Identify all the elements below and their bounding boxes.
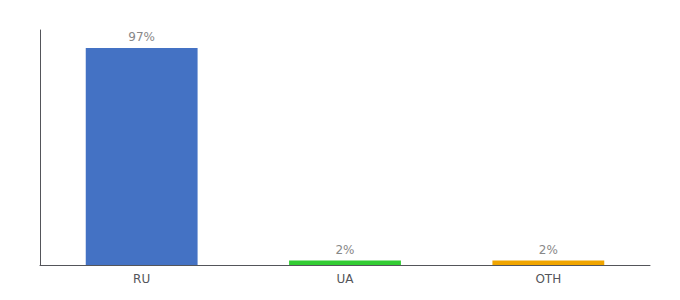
svg-text:2%: 2%: [335, 243, 354, 257]
svg-text:UA: UA: [337, 272, 355, 286]
svg-text:OTH: OTH: [535, 272, 561, 286]
svg-text:97%: 97%: [128, 30, 155, 44]
svg-text:2%: 2%: [539, 243, 558, 257]
svg-text:RU: RU: [133, 272, 150, 286]
